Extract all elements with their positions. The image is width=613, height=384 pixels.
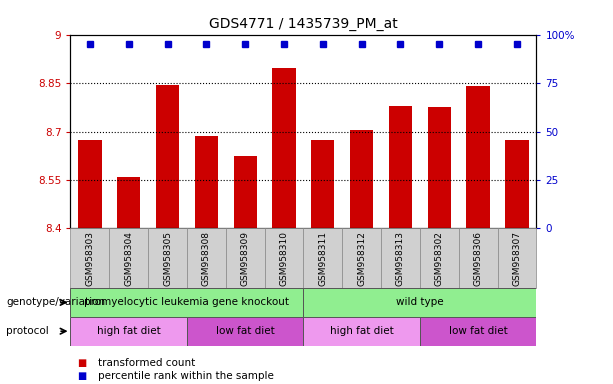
Text: GSM958303: GSM958303 xyxy=(85,231,94,286)
Bar xyxy=(505,140,528,228)
Text: protocol: protocol xyxy=(6,326,49,336)
Bar xyxy=(303,288,536,317)
Bar xyxy=(234,156,257,228)
Bar xyxy=(311,140,335,228)
Bar xyxy=(70,317,187,346)
Text: low fat diet: low fat diet xyxy=(449,326,508,336)
Text: GSM958313: GSM958313 xyxy=(396,231,405,286)
Bar xyxy=(156,84,179,228)
Text: GSM958310: GSM958310 xyxy=(280,231,289,286)
Bar xyxy=(350,130,373,228)
Text: high fat diet: high fat diet xyxy=(97,326,161,336)
Bar xyxy=(498,228,536,288)
Text: GSM958312: GSM958312 xyxy=(357,231,366,286)
Text: ■: ■ xyxy=(77,371,86,381)
Bar xyxy=(265,228,303,288)
Bar xyxy=(117,177,140,228)
Bar xyxy=(303,317,420,346)
Bar xyxy=(70,228,109,288)
Bar xyxy=(187,317,303,346)
Text: transformed count: transformed count xyxy=(98,358,196,368)
Bar xyxy=(187,228,226,288)
Bar xyxy=(109,228,148,288)
Bar xyxy=(459,228,498,288)
Text: GSM958304: GSM958304 xyxy=(124,231,133,286)
Text: high fat diet: high fat diet xyxy=(330,326,394,336)
Title: GDS4771 / 1435739_PM_at: GDS4771 / 1435739_PM_at xyxy=(209,17,398,31)
Text: GSM958302: GSM958302 xyxy=(435,231,444,286)
Bar xyxy=(70,288,303,317)
Text: percentile rank within the sample: percentile rank within the sample xyxy=(98,371,274,381)
Text: low fat diet: low fat diet xyxy=(216,326,275,336)
Text: GSM958311: GSM958311 xyxy=(318,231,327,286)
Text: GSM958309: GSM958309 xyxy=(241,231,249,286)
Bar xyxy=(420,317,536,346)
Bar xyxy=(303,228,342,288)
Bar xyxy=(420,228,459,288)
Text: genotype/variation: genotype/variation xyxy=(6,297,105,308)
Bar xyxy=(78,140,102,228)
Text: ■: ■ xyxy=(77,358,86,368)
Bar xyxy=(381,228,420,288)
Bar xyxy=(272,68,295,228)
Text: GSM958308: GSM958308 xyxy=(202,231,211,286)
Text: GSM958307: GSM958307 xyxy=(512,231,522,286)
Bar xyxy=(389,106,412,228)
Bar xyxy=(342,228,381,288)
Bar xyxy=(428,107,451,228)
Text: GSM958305: GSM958305 xyxy=(163,231,172,286)
Bar xyxy=(148,228,187,288)
Text: promyelocytic leukemia gene knockout: promyelocytic leukemia gene knockout xyxy=(85,297,289,308)
Bar xyxy=(195,136,218,228)
Bar xyxy=(466,86,490,228)
Bar xyxy=(226,228,265,288)
Text: wild type: wild type xyxy=(396,297,444,308)
Text: GSM958306: GSM958306 xyxy=(474,231,482,286)
